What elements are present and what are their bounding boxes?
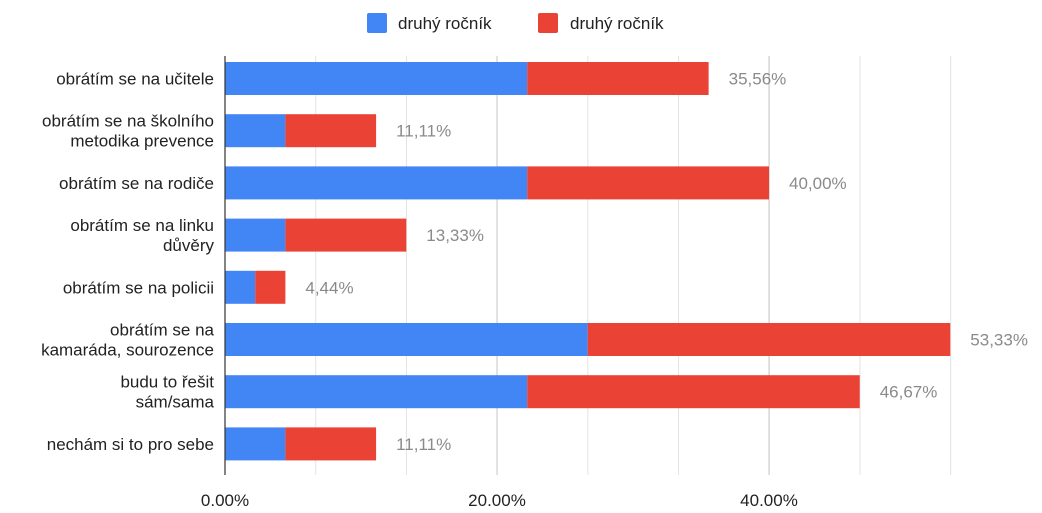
legend-swatch [367,13,387,33]
data-label: 46,67% [880,383,938,402]
data-label: 40,00% [789,174,847,193]
bar-blue-4 [225,270,256,304]
bar-blue-6 [225,375,528,409]
bars [225,62,951,461]
category-label: obrátím se na školního metodika prevence [42,112,214,151]
legend-label: druhý ročník [398,14,492,33]
category-label: obrátím se na rodiče [59,174,214,193]
x-tick-label: 20.00% [468,491,526,510]
legend-label: druhý ročník [570,14,664,33]
data-label: 11,11% [396,122,451,141]
bar-red-6 [527,375,860,409]
bar-red-2 [527,166,769,200]
bar-blue-5 [225,323,588,356]
bar-blue-3 [225,218,286,252]
bar-red-3 [285,218,407,252]
x-tick-labels: 0.00% 20.00% 40.00% [201,491,798,510]
category-label: obrátím se na učitele [56,70,214,89]
data-label: 53,33% [970,331,1028,350]
x-tick-label: 0.00% [201,491,249,510]
bar-blue-7 [225,427,286,461]
legend-swatch [538,13,558,33]
data-labels: 35,56% 11,11% 40,00% 13,33% 4,44% 53,33% 46,67… [305,70,1028,454]
bar-red-4 [255,270,286,304]
legend-item: druhý ročník [538,13,664,33]
bar-blue-2 [225,166,528,200]
data-label: 13,33% [426,226,484,245]
bar-red-7 [285,427,377,461]
data-label: 11,11% [396,435,451,454]
category-label: nechám si to pro sebe [47,435,214,454]
category-labels: obrátím se na učitele obrátím se na školn… [41,70,214,454]
grid-lines [315,56,952,475]
x-tick-label: 40.00% [740,491,798,510]
bar-blue-0 [225,62,528,95]
data-label: 4,44% [305,278,353,297]
legend-item: druhý ročník [367,13,492,33]
category-label: obrátím se na kamaráda, sourozence [41,321,214,360]
data-label: 35,56% [729,70,787,89]
bar-red-5 [587,323,951,356]
category-label: budu to řešit sám/sama [120,373,214,412]
category-label: obrátím se na linku důvěry [70,216,214,255]
bar-red-1 [285,114,377,148]
bar-blue-1 [225,114,286,148]
bar-red-0 [527,62,709,95]
category-label: obrátím se na policii [63,278,214,297]
legend: druhý ročník druhý ročník [367,13,664,33]
